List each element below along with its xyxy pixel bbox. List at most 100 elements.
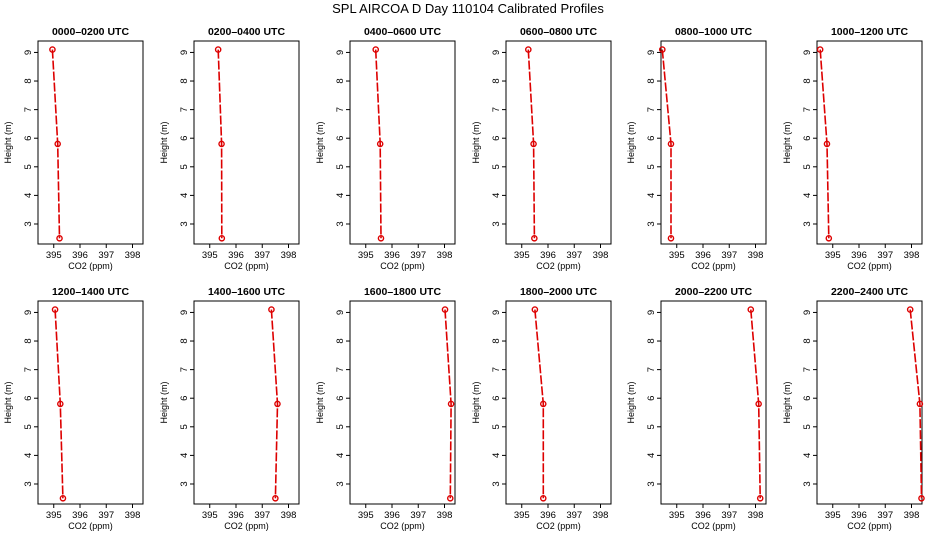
x-tick-label: 396 <box>851 250 867 261</box>
y-tick-label: 9 <box>491 50 502 55</box>
y-tick-label: 5 <box>646 424 657 429</box>
y-tick-label: 5 <box>491 164 502 169</box>
profile-line <box>909 309 923 499</box>
panel-7: 1200–1400 UTC 395 396 397 398 3 4 5 6 7 8 9 CO2 (ppm… <box>3 286 144 531</box>
plot-frame <box>816 300 923 505</box>
y-tick-label: 8 <box>179 78 190 83</box>
x-tick-label: 396 <box>72 250 88 261</box>
data-point <box>377 234 385 242</box>
y-tick-label: 9 <box>646 50 657 55</box>
y-tick-label: 8 <box>491 338 502 343</box>
x-tick-label: 398 <box>125 510 141 521</box>
figure-title: SPL AIRCOA D Day 110104 Calibrated Profi… <box>332 1 604 16</box>
x-tick-label: 396 <box>695 510 711 521</box>
y-tick-label: 6 <box>802 396 813 401</box>
data-point <box>747 306 755 313</box>
x-tick-label: 398 <box>437 510 453 521</box>
y-axis-label: Height (m) <box>315 121 325 163</box>
panel-title: 2000–2200 UTC <box>675 286 752 298</box>
plot-frame <box>193 40 300 245</box>
x-tick-label: 396 <box>228 510 244 521</box>
panel-title: 0400–0600 UTC <box>364 26 441 38</box>
y-axis-label: Height (m) <box>471 381 481 423</box>
plot-frame <box>505 40 612 245</box>
panel-title: 1200–1400 UTC <box>52 286 129 298</box>
y-tick-label: 9 <box>802 50 813 55</box>
panel-1: 0000–0200 UTC 395 396 397 398 3 4 5 6 7 8 9 CO2 (ppm… <box>3 26 144 271</box>
x-tick-label: 398 <box>125 250 141 261</box>
y-tick-label: 3 <box>646 221 657 226</box>
data-point <box>376 140 384 148</box>
y-tick-label: 4 <box>646 453 657 458</box>
data-point <box>272 494 279 502</box>
profile-line <box>527 49 536 239</box>
x-tick-label: 395 <box>202 250 218 261</box>
x-tick-label: 397 <box>410 510 426 521</box>
x-axis-label: CO2 (ppm) <box>691 521 736 531</box>
x-tick-label: 395 <box>358 250 374 261</box>
y-axis-label: Height (m) <box>159 121 169 163</box>
y-tick-label: 9 <box>802 310 813 315</box>
x-axis-label: CO2 (ppm) <box>536 261 581 271</box>
x-tick-label: 397 <box>877 510 893 521</box>
plot-frame <box>505 300 612 505</box>
y-tick-label: 9 <box>179 50 190 55</box>
x-axis-label: CO2 (ppm) <box>380 521 425 531</box>
data-point <box>756 494 764 502</box>
panel-6: 1000–1200 UTC 395 396 397 398 3 4 5 6 7 8 9 CO2 (ppm… <box>782 26 923 271</box>
y-tick-label: 7 <box>491 367 502 372</box>
x-tick-label: 398 <box>593 510 609 521</box>
x-axis-label: CO2 (ppm) <box>68 521 113 531</box>
y-tick-label: 9 <box>335 310 346 315</box>
y-tick-label: 5 <box>802 424 813 429</box>
data-point <box>372 46 380 53</box>
y-tick-label: 9 <box>23 50 34 55</box>
profile-line <box>374 49 382 239</box>
y-axis-label: Height (m) <box>471 121 481 163</box>
y-tick-label: 9 <box>646 310 657 315</box>
y-tick-label: 6 <box>646 136 657 141</box>
data-point <box>539 494 547 502</box>
data-point <box>441 306 449 313</box>
y-tick-label: 7 <box>179 107 190 112</box>
y-tick-label: 8 <box>23 78 34 83</box>
panel-title: 0000–0200 UTC <box>52 26 129 38</box>
y-tick-label: 3 <box>646 481 657 486</box>
x-tick-label: 396 <box>72 510 88 521</box>
y-tick-label: 4 <box>23 193 34 198</box>
plot-frame <box>193 300 300 505</box>
y-tick-label: 9 <box>179 310 190 315</box>
y-tick-label: 6 <box>23 136 34 141</box>
x-tick-label: 395 <box>514 510 530 521</box>
data-point <box>218 140 225 148</box>
y-tick-label: 6 <box>23 396 34 401</box>
data-point <box>816 46 824 53</box>
panel-9: 1600–1800 UTC 395 396 397 398 3 4 5 6 7 8 9 CO2 (ppm… <box>315 286 456 531</box>
x-tick-label: 398 <box>281 510 297 521</box>
y-tick-label: 9 <box>335 50 346 55</box>
x-tick-label: 397 <box>98 510 114 521</box>
y-tick-label: 6 <box>179 396 190 401</box>
data-point <box>667 234 675 242</box>
x-tick-label: 395 <box>46 250 62 261</box>
y-tick-label: 4 <box>23 453 34 458</box>
x-axis-label: CO2 (ppm) <box>68 261 113 271</box>
x-tick-label: 397 <box>410 250 426 261</box>
profile-line <box>750 309 761 499</box>
x-tick-label: 397 <box>98 250 114 261</box>
data-point <box>659 46 666 53</box>
panel-12: 2200–2400 UTC 395 396 397 398 3 4 5 6 7 8 9 CO2 (ppm… <box>782 286 925 531</box>
y-tick-label: 9 <box>23 310 34 315</box>
x-tick-label: 398 <box>748 510 764 521</box>
data-point <box>446 494 454 502</box>
x-tick-label: 395 <box>669 250 685 261</box>
data-point <box>274 400 281 408</box>
data-point <box>214 46 222 53</box>
x-tick-label: 396 <box>540 250 556 261</box>
x-tick-label: 397 <box>877 250 893 261</box>
y-tick-label: 7 <box>646 367 657 372</box>
y-tick-label: 6 <box>179 136 190 141</box>
y-tick-label: 3 <box>23 221 34 226</box>
data-point <box>51 306 59 313</box>
plot-frame <box>660 40 767 245</box>
